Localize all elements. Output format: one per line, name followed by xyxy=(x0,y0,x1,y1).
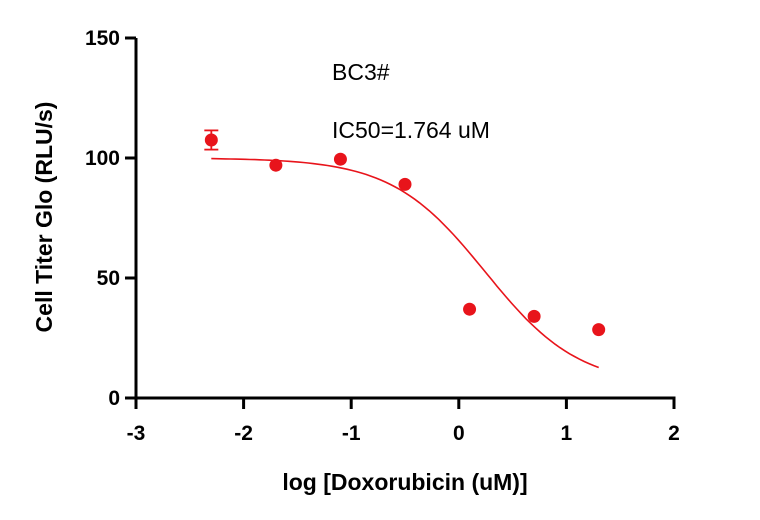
x-tick-label: 2 xyxy=(668,422,680,445)
ic50-label: IC50=1.764 uM xyxy=(332,117,490,143)
sample-label: BC3# xyxy=(332,59,390,85)
y-tick-label: 50 xyxy=(97,267,120,290)
x-tick-label: -1 xyxy=(342,422,361,445)
data-point xyxy=(269,158,283,172)
plot-area xyxy=(204,129,606,369)
data-point xyxy=(398,177,412,191)
data-point xyxy=(527,309,541,323)
x-tick-label: -3 xyxy=(127,422,146,445)
x-tick-label: 1 xyxy=(561,422,573,445)
x-axis-ticks: -3 -2 -1 0 1 2 xyxy=(127,398,680,445)
data-point xyxy=(463,302,477,316)
y-axis-ticks: 0 50 100 150 xyxy=(85,27,136,410)
x-axis-title: log [Doxorubicin (uM)] xyxy=(282,469,527,495)
y-axis-title: Cell Titer Glo (RLU/s) xyxy=(31,102,57,333)
y-tick-label: 150 xyxy=(85,27,120,50)
x-tick-label: 0 xyxy=(453,422,465,445)
y-tick-label: 0 xyxy=(108,387,120,410)
x-tick-label: -2 xyxy=(234,422,253,445)
data-point xyxy=(592,323,606,337)
data-point xyxy=(333,152,347,166)
data-point xyxy=(204,133,218,147)
y-tick-label: 100 xyxy=(85,147,120,170)
